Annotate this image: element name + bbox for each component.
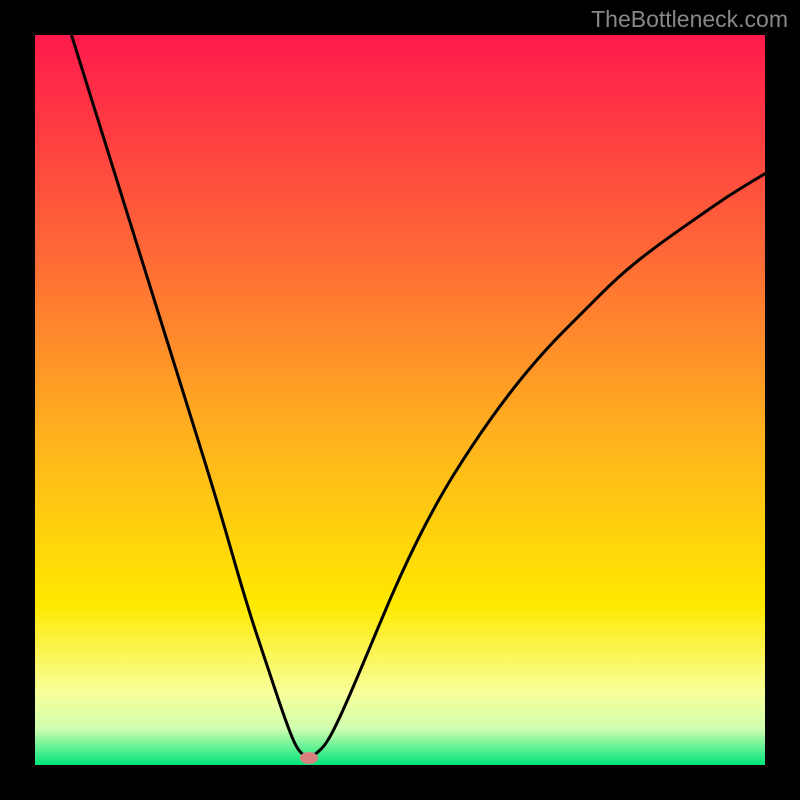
curve-path <box>72 35 766 757</box>
bottleneck-curve <box>0 0 800 800</box>
chart-container: TheBottleneck.com <box>0 0 800 800</box>
optimal-point-marker <box>300 752 318 764</box>
watermark-text: TheBottleneck.com <box>591 6 788 33</box>
